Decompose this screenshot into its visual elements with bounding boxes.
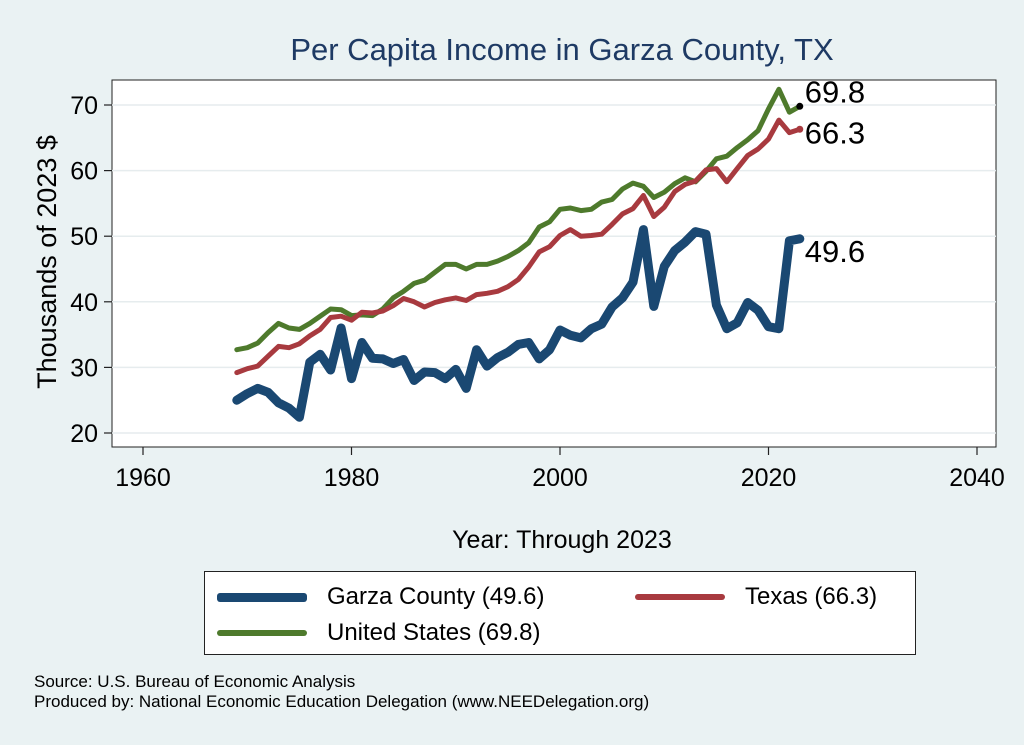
end-label-1: 66.3 (805, 115, 865, 150)
x-tick-label-1960: 1960 (115, 464, 171, 492)
y-tick-label-60: 60 (70, 158, 98, 186)
legend-label-garza-county: Garza County (49.6) (327, 583, 545, 610)
x-tick-label-2000: 2000 (532, 464, 588, 492)
y-tick-label-20: 20 (70, 420, 98, 448)
series-end-marker-1 (796, 125, 804, 133)
series-lines (232, 86, 805, 422)
y-tick-label-50: 50 (70, 223, 98, 251)
chart-title: Per Capita Income in Garza County, TX (290, 32, 834, 67)
end-label-0: 49.6 (805, 234, 865, 269)
end-labels: 49.6 66.3 69.8 (805, 74, 865, 269)
series-line-0 (232, 225, 805, 422)
series-end-marker-0 (796, 235, 804, 243)
y-tick-label-40: 40 (70, 289, 98, 317)
legend-label-united-states: United States (69.8) (327, 619, 541, 646)
y-axis-label: Thousands of 2023 $ (32, 135, 62, 389)
source-note: Source: U.S. Bureau of Economic Analysis… (34, 672, 649, 712)
y-tick-label-30: 30 (70, 354, 98, 382)
produced-by-line: Produced by: National Economic Education… (34, 692, 650, 711)
legend-item-garza-county: Garza County (49.6) (217, 582, 544, 612)
legend-item-texas: Texas (66.3) (635, 582, 877, 612)
x-tick-label-2040: 2040 (949, 464, 1005, 492)
x-tick-label-1980: 1980 (324, 464, 380, 492)
end-label-2: 69.8 (805, 74, 865, 109)
gridlines (112, 104, 996, 434)
legend-item-united-states: United States (69.8) (217, 618, 540, 648)
legend-swatch-texas (635, 594, 725, 600)
series-end-marker-2 (796, 102, 804, 110)
legend-swatch-garza-county (217, 592, 307, 602)
source-line: Source: U.S. Bureau of Economic Analysis (34, 672, 356, 691)
series-line-1 (234, 117, 803, 376)
x-axis-label: Year: Through 2023 (452, 526, 672, 554)
x-tick-label-2020: 2020 (741, 464, 797, 492)
legend-swatch-united-states (217, 630, 307, 636)
axes: 20 30 40 50 60 70 1960 1980 2000 2020 2040 (70, 92, 1005, 492)
legend-label-texas: Texas (66.3) (745, 583, 878, 610)
y-tick-label-70: 70 (70, 92, 98, 120)
legend: Garza County (49.6) Texas (66.3) United … (204, 571, 916, 655)
